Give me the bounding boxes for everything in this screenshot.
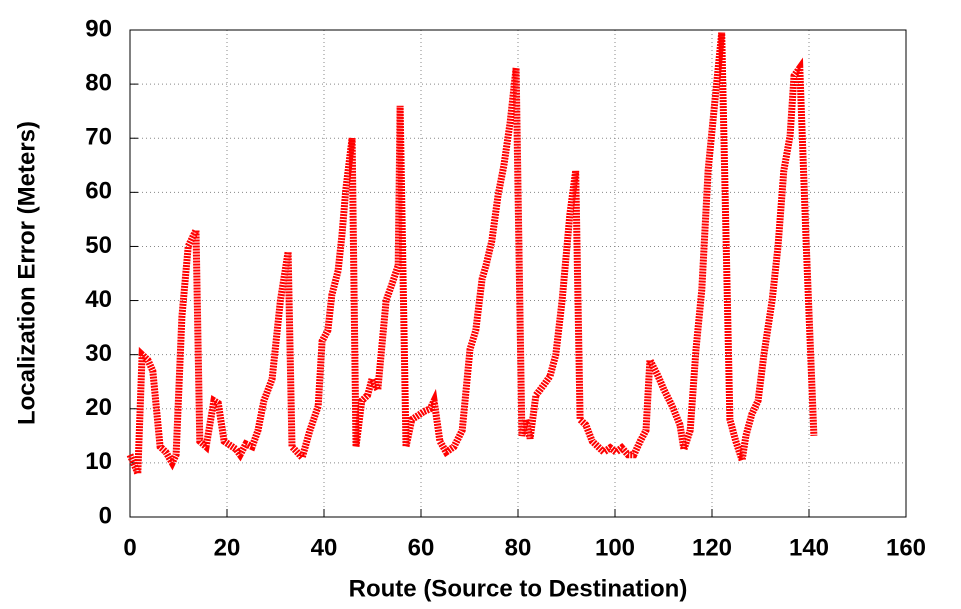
x-tick-label: 100 — [595, 534, 635, 561]
y-tick-label: 20 — [85, 394, 112, 421]
y-tick-label: 10 — [85, 448, 112, 475]
x-tick-label: 80 — [505, 534, 532, 561]
y-tick-label: 70 — [85, 124, 112, 151]
data-line — [126, 32, 818, 475]
plot-frame — [129, 29, 907, 518]
y-tick-label: 80 — [85, 69, 112, 96]
y-tick-label: 90 — [85, 15, 112, 42]
y-tick-label: 0 — [99, 502, 112, 529]
y-tick-label: 40 — [85, 286, 112, 313]
x-tick-label: 20 — [214, 534, 241, 561]
x-tick-label: 60 — [408, 534, 435, 561]
y-tick-label: 60 — [85, 178, 112, 205]
y-axis-title: Localization Error (Meters) — [13, 121, 40, 425]
x-tick-label: 120 — [692, 534, 732, 561]
x-tick-label: 160 — [886, 534, 926, 561]
x-tick-label: 0 — [123, 534, 136, 561]
y-tick-label: 50 — [85, 232, 112, 259]
x-tick-label: 40 — [311, 534, 338, 561]
x-axis-title: Route (Source to Destination) — [349, 575, 688, 602]
y-tick-label: 30 — [85, 340, 112, 367]
x-tick-label: 140 — [789, 534, 829, 561]
